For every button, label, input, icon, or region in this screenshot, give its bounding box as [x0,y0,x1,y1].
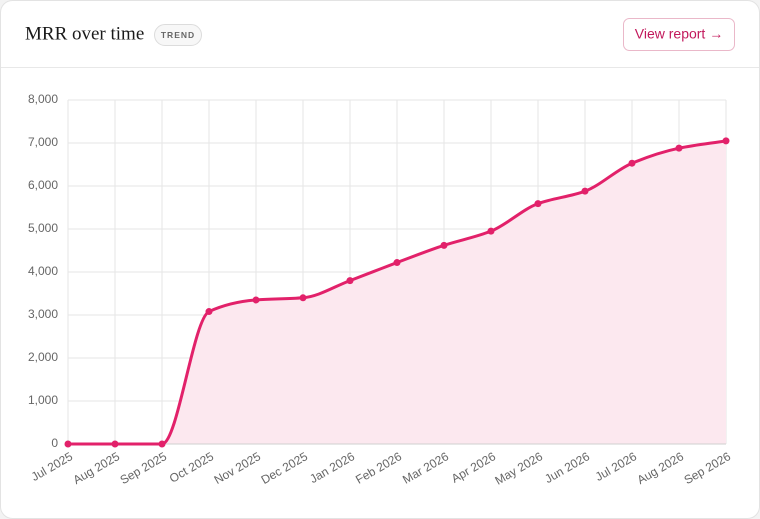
point [675,144,683,152]
line [68,139,727,446]
point [346,277,354,285]
point [205,308,213,316]
y-tick-label: 1,000 [28,393,58,407]
card-title: MRR over time [25,23,144,44]
y-tick-label: 3,000 [28,307,58,321]
point [158,440,166,448]
point [440,241,448,249]
point [299,294,307,302]
point [252,296,260,304]
point [64,440,72,448]
point [111,440,119,448]
point [393,259,401,267]
area [68,140,726,444]
y-tick-label: 0 [51,436,58,450]
point [722,137,730,145]
point [534,200,542,208]
point [581,187,589,195]
y-tick-label: 8,000 [28,92,58,106]
y-tick-label: 2,000 [28,350,58,364]
y-tick-label: 4,000 [28,264,58,278]
point [487,227,495,235]
badge-text: TREND [161,30,195,40]
view-report-text[interactable]: View report → [635,26,723,42]
y-tick-label: 7,000 [28,135,58,149]
view-report-button[interactable] [623,18,735,51]
badge [154,24,202,46]
point [628,159,636,167]
y-tick-label: 6,000 [28,178,58,192]
y-tick-label: 5,000 [28,221,58,235]
